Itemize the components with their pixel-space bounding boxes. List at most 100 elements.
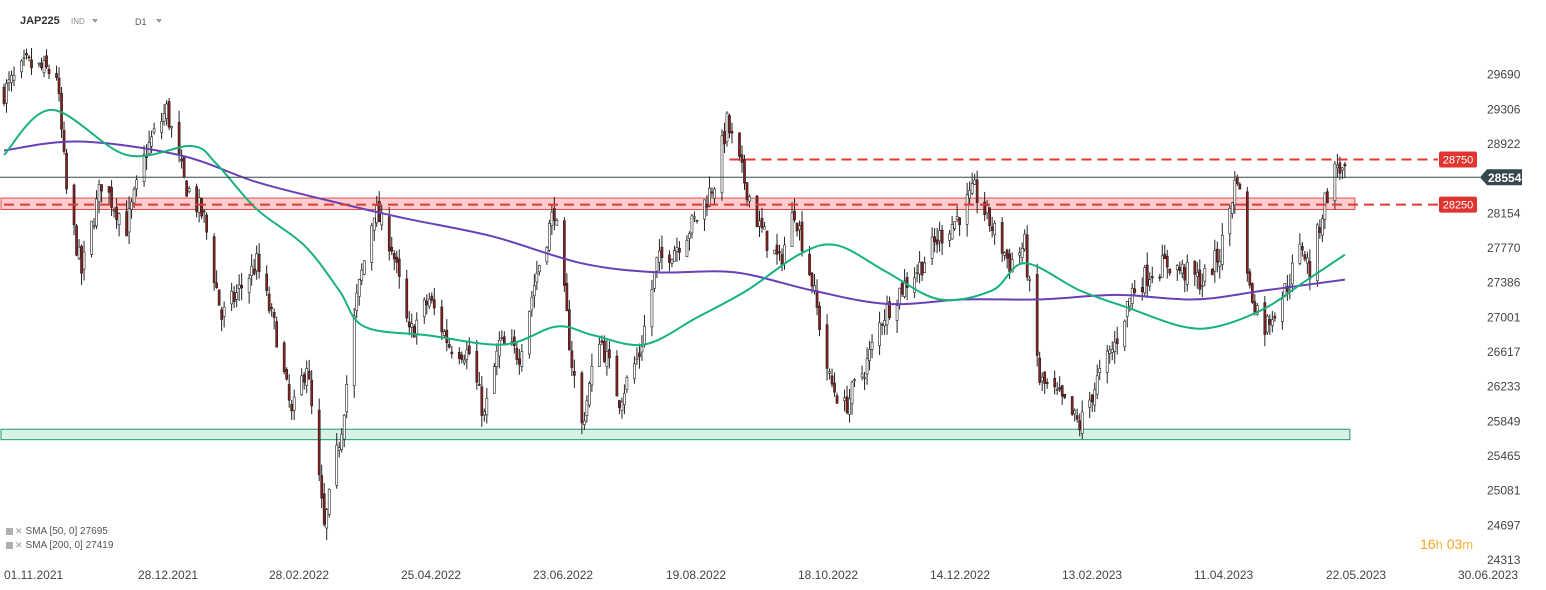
legend-sma50[interactable]: ✕ SMA [50, 0] 27695	[6, 526, 108, 537]
candle-body	[407, 321, 411, 328]
candle-body	[585, 400, 589, 416]
candle-body	[1218, 260, 1222, 267]
candle-body	[548, 222, 551, 251]
candle-body	[1040, 376, 1044, 382]
candle-body	[65, 152, 68, 190]
sma200-label: SMA	[25, 540, 47, 551]
candle-body	[257, 253, 261, 272]
candle-body	[235, 292, 239, 300]
candle-body	[1318, 227, 1322, 233]
candle-body	[285, 369, 289, 380]
list-icon[interactable]	[6, 542, 13, 549]
sma-layer	[3, 108, 1346, 347]
candle-body	[450, 351, 454, 355]
last-price-label: 28554	[1488, 171, 1522, 185]
y-axis: 29690 29306 28922 28154 27770 27386 27001 26617…	[1480, 68, 1522, 567]
sma50-label: SMA	[25, 526, 47, 537]
candle-body	[370, 225, 374, 263]
candle-body	[112, 209, 116, 212]
candle-body	[573, 371, 576, 376]
candle-body	[703, 199, 706, 220]
level-badge	[1439, 196, 1477, 213]
candle-body	[563, 220, 566, 286]
close-icon[interactable]: ✕	[15, 540, 23, 550]
x-tick-label: 11.04.2023	[1194, 568, 1253, 582]
candle-body	[1268, 319, 1272, 325]
candle-body	[177, 121, 181, 155]
symbol-name[interactable]: JAP225	[20, 15, 60, 27]
x-tick-label: 28.12.2021	[138, 568, 198, 582]
candle-body	[492, 366, 496, 394]
candle-body	[77, 246, 81, 259]
candle-body	[1133, 288, 1137, 293]
y-tick-label: 29306	[1487, 102, 1521, 116]
list-icon[interactable]	[6, 528, 13, 535]
timeframe-dropdown-icon[interactable]	[156, 19, 162, 23]
candle-body	[485, 397, 489, 416]
candle-body	[1158, 276, 1162, 279]
candle-body	[1308, 261, 1312, 280]
candle-body	[92, 225, 96, 228]
candle-body	[1018, 252, 1022, 256]
candle-body	[1108, 349, 1112, 354]
candle-body	[372, 217, 376, 231]
candle-body	[780, 254, 784, 265]
candle-body	[517, 358, 521, 365]
candle-body	[808, 253, 811, 276]
timeframe-label[interactable]: D1	[135, 17, 147, 27]
candle-body	[22, 57, 26, 60]
candle-body	[1078, 420, 1082, 431]
candle-body	[532, 285, 536, 297]
candle-body	[360, 269, 364, 281]
sma200-value: 27419	[85, 540, 114, 551]
candle-body	[12, 74, 16, 81]
candle-body	[265, 273, 269, 291]
close-icon[interactable]: ✕	[15, 526, 23, 536]
market-dropdown-icon[interactable]	[92, 19, 98, 23]
candle-body	[1298, 243, 1302, 264]
candle-body	[1163, 253, 1167, 260]
candle-body	[40, 62, 43, 69]
candle-body	[195, 186, 198, 212]
candle-body	[553, 208, 556, 221]
candle-body	[390, 246, 394, 252]
legend-sma200[interactable]: ✕ SMA [200, 0] 27419	[6, 540, 113, 551]
candle-body	[430, 295, 434, 301]
candle-body	[2, 86, 6, 104]
candles-layer	[2, 47, 1347, 540]
market-label[interactable]: IND	[71, 17, 85, 26]
candle-body	[180, 158, 183, 162]
candle-body	[598, 343, 601, 367]
candle-body	[983, 201, 986, 215]
candle-body	[590, 365, 594, 386]
levels-layer: 28750 28250	[0, 151, 1480, 213]
candle-body	[1038, 357, 1042, 383]
candle-body	[843, 397, 846, 402]
candle-body	[863, 377, 866, 379]
candle-body	[57, 77, 61, 94]
candle-body	[1273, 315, 1277, 319]
candle-body	[635, 357, 639, 360]
candle-body	[958, 217, 961, 226]
candle-body	[1338, 162, 1342, 174]
candle-body	[1058, 387, 1062, 390]
candle-body	[25, 53, 28, 56]
candle-body	[993, 222, 997, 235]
candle-body	[1333, 163, 1337, 201]
candle-body	[738, 132, 741, 157]
candle-body	[538, 265, 541, 273]
candle-body	[127, 208, 131, 233]
x-tick-label: 18.10.2022	[798, 568, 858, 582]
candle-body	[1003, 252, 1007, 256]
candle-body	[1253, 301, 1257, 314]
last-price-tag	[1480, 169, 1522, 186]
candle-body	[230, 290, 234, 305]
candle-body	[215, 282, 218, 289]
candle-body	[1093, 389, 1097, 406]
candle-body	[760, 217, 764, 229]
candle-body	[475, 350, 479, 383]
candle-body	[913, 277, 916, 293]
candle-body	[865, 358, 869, 375]
candle-body	[583, 420, 586, 425]
